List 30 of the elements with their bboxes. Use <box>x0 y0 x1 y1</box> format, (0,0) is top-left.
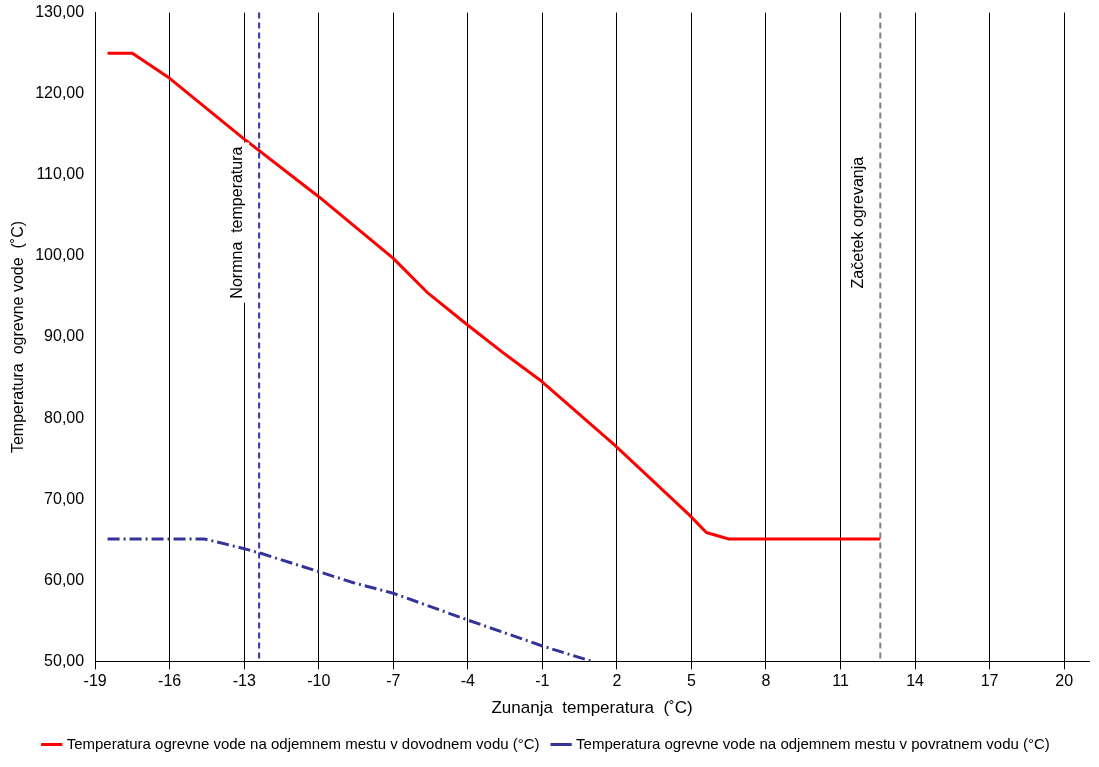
y-tick-label: 100,00 <box>35 246 85 264</box>
y-tick-label: 80,00 <box>44 408 85 426</box>
x-tick-label: 8 <box>761 672 771 690</box>
ref-line-label: Začetek ogrevanja <box>848 156 866 289</box>
x-tick-label: 17 <box>980 672 999 690</box>
x-tick-label: 20 <box>1055 672 1074 690</box>
x-tick-label: -16 <box>158 672 182 690</box>
x-tick-label: -19 <box>83 672 107 690</box>
x-tick-label: -13 <box>232 672 256 690</box>
x-tick-label: 5 <box>687 672 696 690</box>
x-tick-label: 11 <box>832 672 849 690</box>
line-series <box>106 537 594 662</box>
legend-label: Temperatura ogrevne vode na odjemnem mestu v dovodnem vodu (°C) <box>66 734 540 752</box>
x-tick-label: -7 <box>386 672 401 690</box>
y-axis-title: Temperatura ogrevne vode (˚C) <box>9 220 27 454</box>
y-tick-label: 50,00 <box>44 651 85 669</box>
y-tick-label: 70,00 <box>44 489 85 507</box>
y-tick-label: 90,00 <box>44 327 85 345</box>
legend-label: Temperatura ogrevne vode na odjemnem mestu v povratnem vodu (°C) <box>576 734 1050 752</box>
y-tick-label: 130,00 <box>35 3 85 21</box>
x-tick-label: 2 <box>612 672 622 690</box>
y-tick-label: 110,00 <box>36 165 85 183</box>
y-tick-label: 120,00 <box>35 84 85 102</box>
x-tick-label: 14 <box>906 672 925 690</box>
x-axis-title: Zunanja temperatura (˚C) <box>491 698 693 718</box>
x-tick-label: -4 <box>460 672 476 690</box>
x-tick-label: -1 <box>535 672 550 690</box>
ref-line-label: Normna temperatura <box>227 146 245 299</box>
x-tick-label: -10 <box>307 672 331 690</box>
y-tick-label: 60,00 <box>44 570 85 588</box>
